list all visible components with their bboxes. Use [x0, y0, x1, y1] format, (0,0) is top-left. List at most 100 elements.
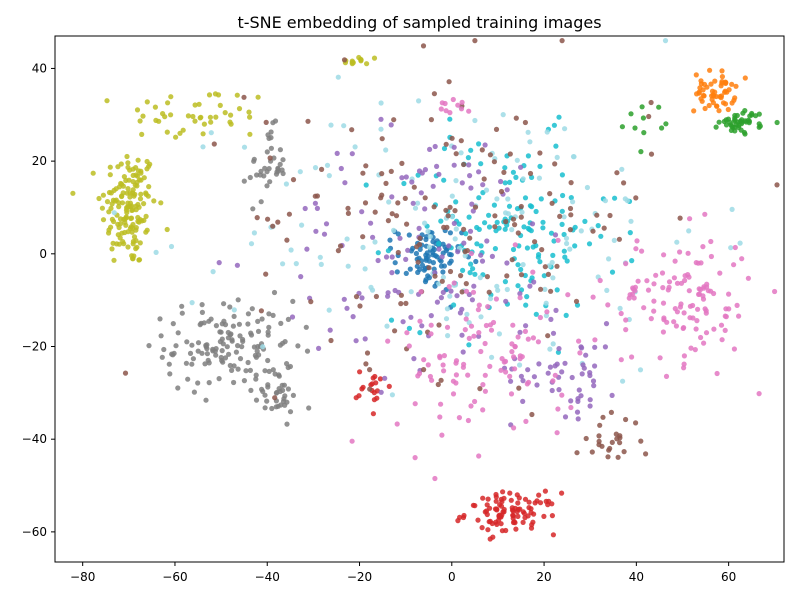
data-point [449, 214, 455, 220]
data-point [502, 226, 508, 232]
data-point [510, 513, 516, 519]
data-point [271, 155, 277, 161]
data-point [702, 105, 708, 112]
data-point [247, 114, 253, 120]
data-point [160, 111, 166, 117]
data-point [628, 218, 634, 224]
data-point [533, 243, 539, 249]
data-point [400, 319, 406, 325]
data-point [253, 397, 260, 403]
data-point [379, 192, 385, 198]
data-point [389, 211, 395, 217]
data-point [732, 117, 738, 123]
data-point [467, 270, 473, 276]
data-point [700, 244, 706, 250]
data-point [208, 130, 214, 136]
data-point [602, 198, 609, 204]
data-point [466, 162, 472, 168]
data-point [439, 278, 445, 284]
data-point [567, 227, 574, 233]
data-point [467, 228, 474, 234]
data-point [703, 308, 709, 314]
data-point [279, 167, 285, 173]
data-point [436, 322, 442, 328]
data-point [549, 513, 556, 519]
data-point [130, 172, 136, 178]
data-point [266, 166, 272, 172]
data-point [586, 241, 593, 247]
data-point [439, 254, 445, 260]
data-point [217, 329, 223, 335]
data-point [441, 368, 447, 374]
data-point [419, 323, 425, 329]
data-point [388, 122, 394, 128]
data-point [121, 241, 127, 247]
data-point [648, 99, 654, 106]
data-point [719, 68, 725, 74]
data-point [525, 129, 531, 135]
data-point [277, 342, 283, 348]
data-point [383, 147, 389, 153]
data-point [572, 243, 578, 249]
data-point [323, 221, 330, 227]
x-tick-label: −40 [255, 570, 280, 584]
data-point [486, 212, 492, 218]
data-point [468, 403, 474, 409]
x-tick-label: −80 [70, 570, 95, 584]
data-point [468, 323, 475, 329]
data-point [706, 102, 712, 109]
data-point [503, 210, 509, 216]
data-point [698, 334, 704, 341]
data-point [235, 366, 241, 372]
data-point [199, 302, 205, 308]
data-point [541, 273, 547, 279]
data-point [712, 89, 718, 95]
data-point [491, 202, 497, 208]
data-point [208, 119, 214, 125]
data-point [506, 203, 513, 209]
data-point [264, 149, 270, 155]
data-point [440, 362, 446, 368]
data-point [426, 265, 432, 271]
plot-frame [54, 35, 785, 563]
data-point [505, 196, 511, 202]
data-point [466, 335, 472, 341]
data-point [227, 304, 233, 310]
data-point [563, 235, 570, 241]
data-point [177, 130, 183, 136]
data-point [512, 520, 518, 526]
data-point [482, 142, 488, 148]
data-point [486, 289, 492, 295]
data-point [465, 372, 471, 378]
data-point [476, 453, 482, 459]
data-point [426, 258, 432, 264]
data-point [530, 519, 536, 525]
data-point [494, 196, 500, 202]
data-point [137, 196, 144, 202]
data-point [430, 183, 436, 189]
data-point [337, 243, 344, 249]
data-point [327, 327, 333, 333]
data-point [482, 340, 488, 347]
data-point [616, 236, 623, 242]
data-point [634, 238, 640, 244]
data-point [403, 270, 409, 276]
data-point [388, 317, 395, 323]
data-point [241, 178, 247, 184]
x-tick-label: −20 [347, 570, 372, 584]
data-point [197, 115, 203, 121]
data-point [722, 88, 728, 94]
data-point [623, 317, 629, 323]
data-point [728, 127, 735, 133]
data-point [473, 258, 479, 265]
data-point [459, 99, 465, 105]
data-point [401, 180, 407, 187]
data-point [392, 287, 398, 294]
data-point [179, 310, 185, 316]
y-tick-label: 40 [32, 61, 47, 75]
data-point [438, 295, 444, 301]
data-point [708, 81, 714, 87]
data-point [732, 95, 738, 101]
data-point [391, 227, 397, 233]
data-point [284, 421, 290, 427]
